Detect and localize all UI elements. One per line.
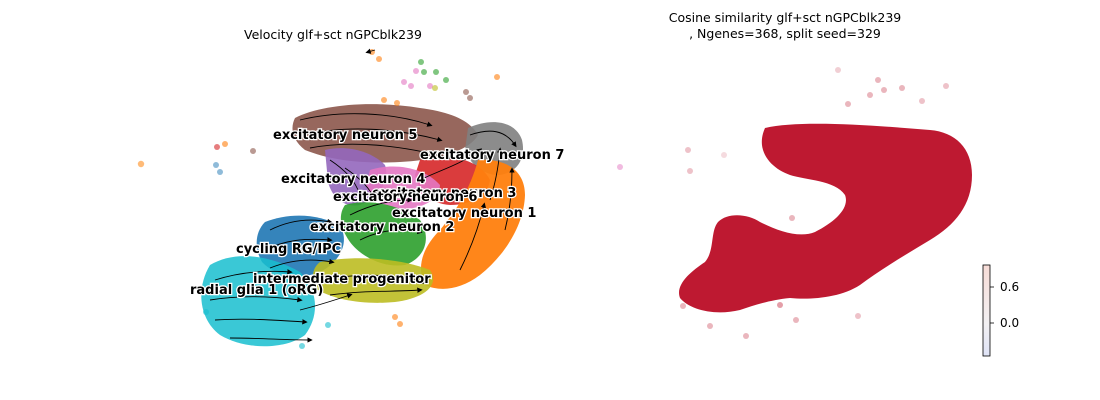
cluster-label: radial glia 1 (oRG) [190, 283, 323, 298]
cluster-label: excitatory neuron 3 [372, 186, 516, 201]
colorbar-tick-label: 0.0 [1000, 316, 1019, 330]
right-panel-title: Cosine similarity glf+sct nGPCblk239 , N… [668, 10, 902, 41]
cluster-region-excitatory-neuron-2 [340, 202, 426, 266]
cluster-region-intermediate-progenitor [312, 258, 434, 303]
cluster-labels: excitatory neuron 5 excitatory neuron 7 … [189, 127, 566, 299]
cosine-similarity-point-cloud [679, 123, 972, 313]
cluster-label: excitatory neuron 5 [273, 128, 417, 143]
outlier-points [137, 49, 623, 349]
colorbar: 0.6 0.0 [982, 264, 1019, 357]
cluster-label: excitatory neuron 7 [420, 148, 564, 163]
cosine-similarity-umap-panel: 0.6 0.0 [679, 67, 1019, 357]
cluster-region-excitatory-neuron-1 [420, 159, 525, 289]
cluster-region-excitatory-neuron-5 [292, 104, 478, 163]
cluster-label: cycling RG/IPC [236, 242, 341, 257]
cluster-region-excitatory-neuron-6 [366, 166, 440, 209]
cosine-outlier-points [680, 67, 949, 339]
cluster-label: excitatory neuron 1 [392, 206, 536, 221]
cluster-region-radial-glia-1-orig [201, 256, 316, 347]
colorbar-tick-label: 0.6 [1000, 280, 1019, 294]
left-panel-title: Velocity glf+sct nGPCblk239 [244, 27, 422, 42]
cluster-label: excitatory neuron 2 [310, 220, 454, 235]
velocity-streamlines [209, 48, 517, 343]
velocity-umap-panel: excitatory neuron 5 excitatory neuron 7 … [137, 48, 623, 349]
cluster-label: excitatory neuron 4 [281, 172, 425, 187]
cluster-label: excitatory neuron 6 [333, 190, 477, 205]
cluster-label: intermediate progenitor [253, 272, 431, 287]
